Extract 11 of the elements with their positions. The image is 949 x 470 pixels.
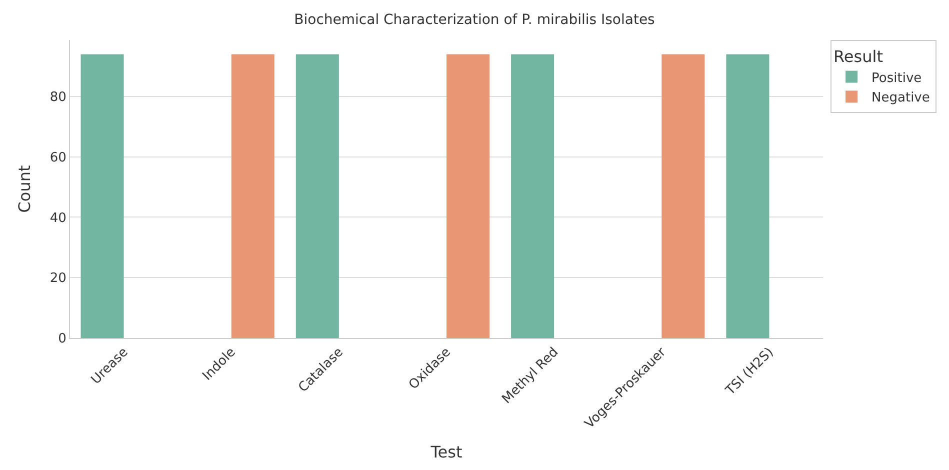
y-tick-label: 40 [50, 210, 66, 226]
legend-label: Negative [872, 90, 930, 106]
y-axis-title: Count [14, 165, 34, 213]
x-axis-title: Test [430, 442, 462, 462]
legend-label: Positive [872, 70, 922, 86]
y-tick-label: 60 [50, 150, 66, 166]
y-tick-label: 80 [50, 90, 66, 106]
chart-title: Biochemical Characterization of P. mirabilis Isolates [294, 12, 655, 28]
y-tick-label: 0 [58, 332, 66, 347]
legend-title: Result [834, 46, 883, 66]
y-tick-label: 20 [50, 271, 66, 286]
